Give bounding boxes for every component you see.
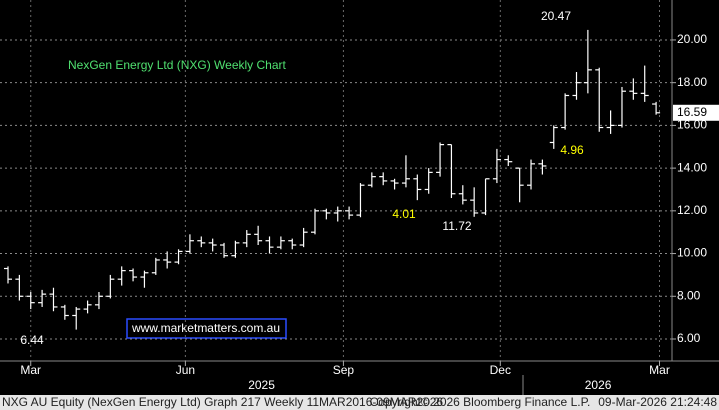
annotation: 6.44 bbox=[20, 333, 44, 347]
x-tick-label: Jun bbox=[176, 363, 195, 377]
annotation: 4.96 bbox=[560, 143, 584, 157]
footer-right: 09-Mar-2026 21:24:48 bbox=[598, 395, 717, 409]
x-tick-label: Dec bbox=[490, 363, 511, 377]
y-tick-label: 8.00 bbox=[677, 288, 701, 302]
y-tick-label: 16.00 bbox=[677, 118, 707, 132]
x-tick-label: Mar bbox=[20, 363, 41, 377]
y-tick-label: 6.00 bbox=[677, 331, 701, 345]
y-tick-label: 18.00 bbox=[677, 75, 707, 89]
x-tick-label: Mar bbox=[649, 363, 670, 377]
annotation: 20.47 bbox=[541, 9, 571, 23]
annotation: 4.01 bbox=[392, 207, 416, 221]
last-price-label: 16.59 bbox=[677, 105, 707, 119]
x-tick-label: Sep bbox=[333, 363, 355, 377]
footer-bar bbox=[0, 395, 719, 410]
footer-left: NXG AU Equity (NexGen Energy Ltd) Graph … bbox=[2, 395, 443, 409]
y-tick-label: 14.00 bbox=[677, 160, 707, 174]
year-label: 2025 bbox=[248, 378, 275, 392]
watermark-box bbox=[126, 318, 287, 339]
y-tick-label: 12.00 bbox=[677, 203, 707, 217]
watermark: www.marketmatters.com.au bbox=[131, 321, 280, 335]
year-label: 2026 bbox=[585, 378, 612, 392]
annotation: 11.72 bbox=[442, 219, 471, 233]
last-price-tag bbox=[673, 104, 719, 121]
y-tick-label: 20.00 bbox=[677, 32, 707, 46]
y-tick-label: 10.00 bbox=[677, 246, 707, 260]
footer-center: Copyright© 2026 Bloomberg Finance L.P. bbox=[370, 395, 591, 409]
chart-title: NexGen Energy Ltd (NXG) Weekly Chart bbox=[68, 58, 287, 72]
